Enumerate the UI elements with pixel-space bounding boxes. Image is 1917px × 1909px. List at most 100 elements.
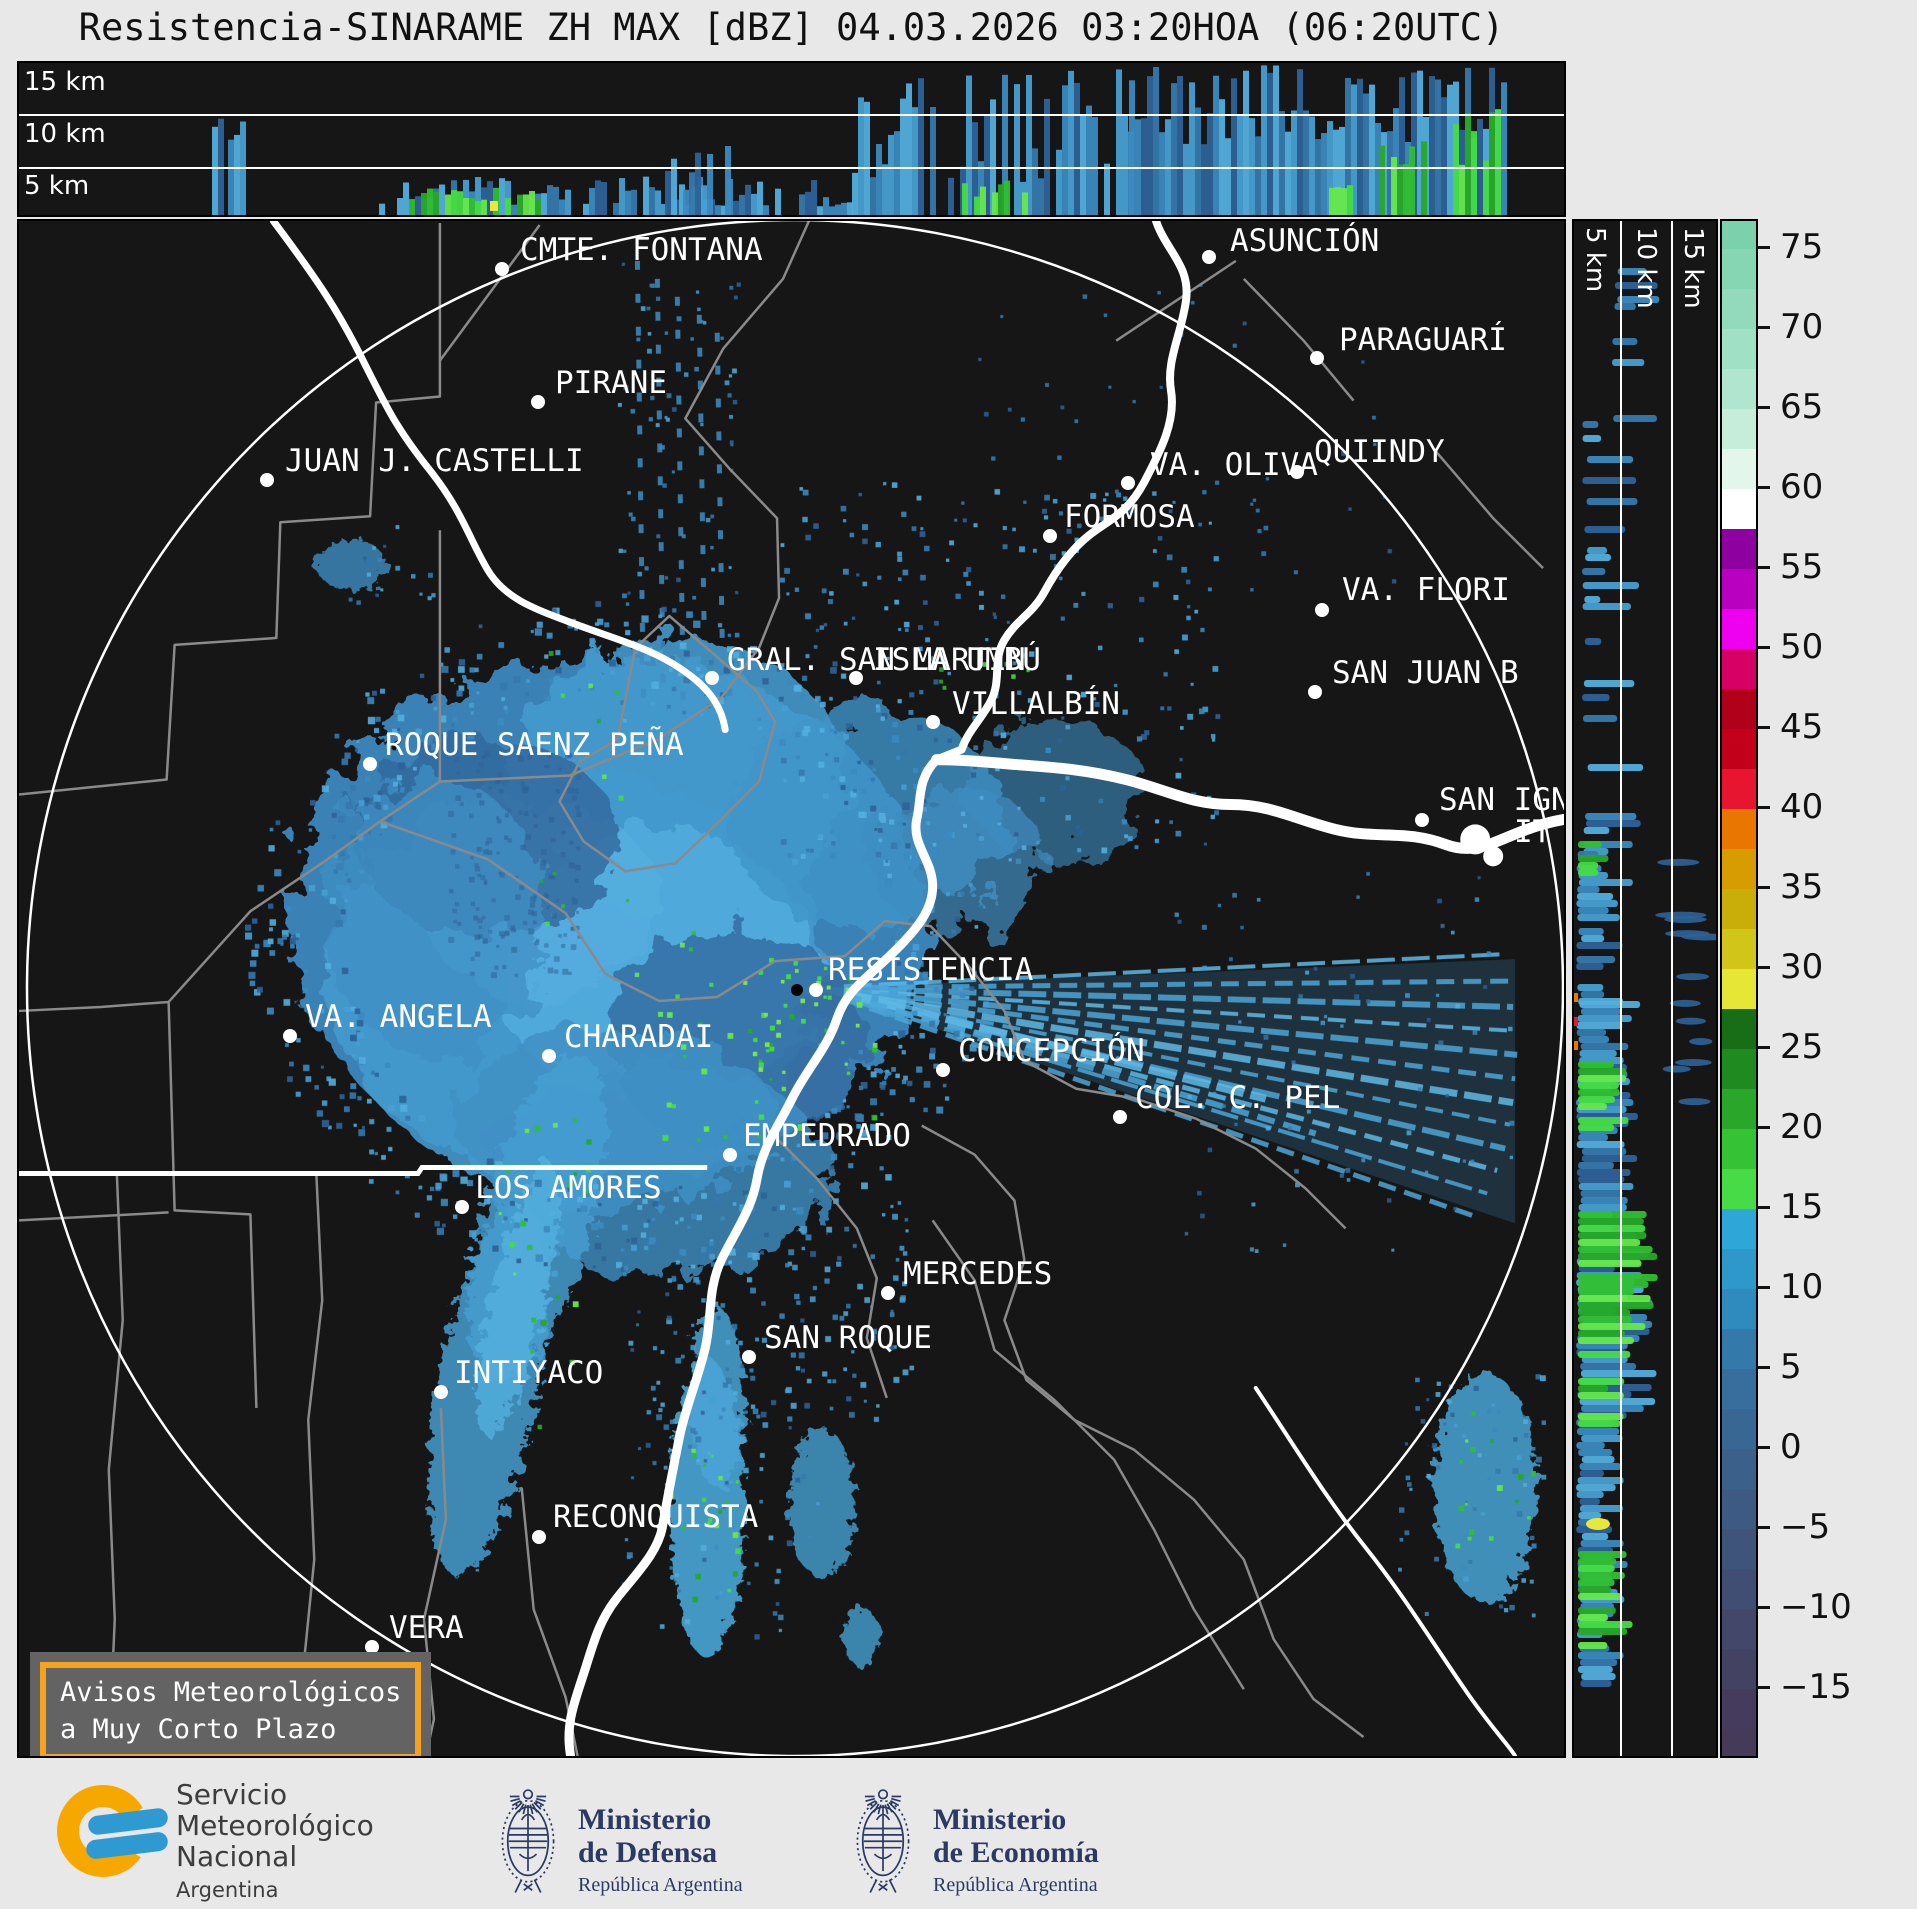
altitude-line-vertical	[1620, 221, 1622, 1756]
colorbar-band	[1722, 1169, 1756, 1211]
colorbar-tick-mark	[1756, 806, 1770, 809]
city-label: VILLALBÍN	[952, 686, 1120, 722]
colorbar-band	[1722, 1649, 1756, 1691]
smn-country: Argentina	[176, 1878, 279, 1902]
city-label: EMPEDRADO	[743, 1118, 911, 1154]
radar-site-dot	[791, 984, 803, 996]
province-border-line	[19, 1165, 708, 1177]
colorbar-tick-label: 5	[1780, 1347, 1802, 1387]
radar-range-ring	[25, 221, 1564, 1756]
city-dot	[1290, 465, 1304, 479]
department-boundaries	[19, 221, 1544, 1756]
colorbar-tick-mark	[1756, 966, 1770, 969]
colorbar-band	[1722, 729, 1756, 771]
altitude-line	[19, 114, 1564, 116]
city-label: ASUNCIÓN	[1230, 223, 1380, 259]
dbz-colorbar	[1720, 219, 1758, 1758]
ministry-defensa-text: Ministerio de Defensa República Argentin…	[578, 1803, 743, 1896]
cross-section-top-echoes	[212, 65, 1507, 215]
city-dot	[1202, 250, 1216, 264]
altitude-label: 5 km	[24, 171, 90, 201]
colorbar-tick-mark	[1756, 406, 1770, 409]
city-label: INTIYACO	[454, 1355, 604, 1391]
colorbar-band	[1722, 1609, 1756, 1651]
colorbar-band	[1722, 369, 1756, 411]
city-label: VA. ANGELA	[305, 999, 492, 1035]
colorbar-band	[1722, 889, 1756, 931]
city-label: GRAL. SAN MARTIN	[727, 642, 1026, 678]
colorbar-tick-label: −10	[1780, 1587, 1852, 1627]
city-dot	[542, 1049, 556, 1063]
colorbar-tick-mark	[1756, 1286, 1770, 1289]
altitude-label-vertical: 10 km	[1631, 227, 1661, 309]
city-dot	[849, 671, 863, 685]
colorbar-band	[1722, 1449, 1756, 1491]
altitude-label-vertical: 15 km	[1678, 227, 1708, 309]
altitude-label-vertical: 5 km	[1580, 227, 1610, 293]
radar-map-graphics	[19, 221, 1564, 1756]
colorbar-band	[1722, 329, 1756, 371]
colorbar-tick-label: 70	[1780, 307, 1824, 347]
radar-north-streaks	[634, 260, 726, 700]
colorbar-tick-label: −5	[1780, 1507, 1831, 1547]
colorbar-tick-label: 30	[1780, 947, 1824, 987]
city-dot	[455, 1200, 469, 1214]
city-label: PIRANE	[555, 365, 667, 401]
city-label: PARAGUARÍ	[1339, 322, 1507, 358]
footer-logos: Servicio Meteorológico Nacional Argentin…	[0, 1765, 1917, 1909]
city-label: VA. OLIVA	[1150, 447, 1318, 483]
warning-line-2: a Muy Corto Plazo	[60, 1714, 337, 1745]
colorbar-band	[1722, 289, 1756, 331]
city-dot	[531, 395, 545, 409]
city-label: SAN ROQUE	[764, 1320, 932, 1356]
colorbar-band	[1722, 849, 1756, 891]
warning-border: Avisos Meteorológicos a Muy Corto Plazo	[40, 1662, 422, 1756]
colorbar-band	[1722, 969, 1756, 1011]
colorbar-band	[1722, 449, 1756, 491]
altitude-label: 10 km	[24, 119, 106, 149]
city-label: CONCEPCIÓN	[958, 1033, 1145, 1069]
warning-overlay-box[interactable]: Avisos Meteorológicos a Muy Corto Plazo	[30, 1652, 432, 1756]
colorbar-band	[1722, 1089, 1756, 1131]
altitude-line	[19, 167, 1564, 169]
colorbar-band	[1722, 1569, 1756, 1611]
coat-of-arms-economia-icon	[856, 1789, 910, 1893]
city-label: MERCEDES	[903, 1256, 1053, 1292]
city-label: FORMOSA	[1064, 499, 1195, 535]
colorbar-band	[1722, 1249, 1756, 1291]
ministry-economia-text: Ministerio de Economía República Argenti…	[933, 1803, 1099, 1896]
colorbar-band	[1722, 249, 1756, 291]
colorbar-band	[1722, 1329, 1756, 1371]
colorbar-tick-mark	[1756, 646, 1770, 649]
colorbar-tick-mark	[1756, 886, 1770, 889]
colorbar-tick-mark	[1756, 326, 1770, 329]
city-dot	[495, 262, 509, 276]
altitude-label: 15 km	[24, 67, 106, 97]
colorbar-tick-label: 10	[1780, 1267, 1824, 1307]
colorbar-tick-mark	[1756, 1686, 1770, 1689]
city-dot	[742, 1350, 756, 1364]
cross-section-top-panel: 15 km 10 km 5 km	[17, 61, 1566, 217]
altitude-line-vertical	[1671, 221, 1673, 1756]
colorbar-tick-mark	[1756, 486, 1770, 489]
city-dot	[363, 757, 377, 771]
colorbar-tick-label: 40	[1780, 787, 1824, 827]
colorbar-band	[1722, 929, 1756, 971]
colorbar-tick-mark	[1756, 1126, 1770, 1129]
colorbar-tick-label: 20	[1780, 1107, 1824, 1147]
city-label: CMTE. FONTANA	[520, 232, 763, 268]
colorbar-band	[1722, 1009, 1756, 1051]
city-dot	[936, 1063, 950, 1077]
colorbar-tick-mark	[1756, 566, 1770, 569]
city-dot	[926, 715, 940, 729]
city-dot	[434, 1385, 448, 1399]
colorbar-tick-label: 55	[1780, 547, 1824, 587]
colorbar-band	[1722, 769, 1756, 811]
colorbar-tick-mark	[1756, 1366, 1770, 1369]
cross-section-right-echoes	[1574, 268, 1716, 1687]
city-label: QUIINDY	[1314, 434, 1445, 470]
city-dot	[1415, 813, 1429, 827]
colorbar-tick-mark	[1756, 1446, 1770, 1449]
smn-line1: Servicio	[176, 1778, 288, 1811]
